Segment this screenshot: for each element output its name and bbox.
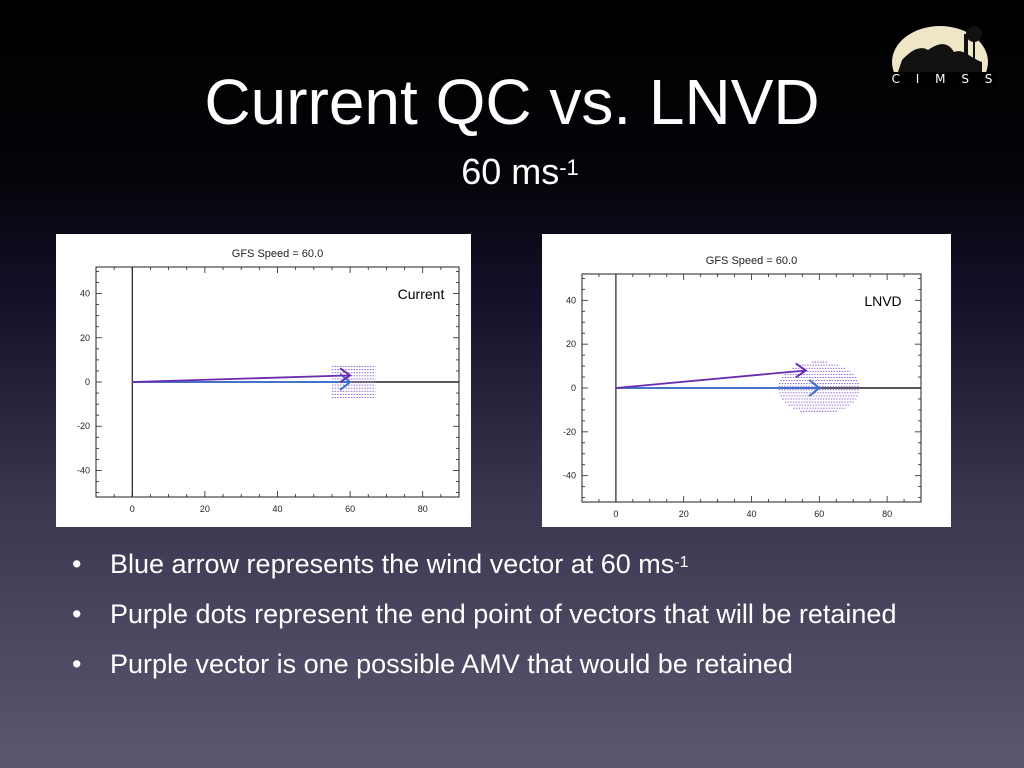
bullet-text: Blue arrow represents the wind vector at…	[110, 549, 675, 579]
y-tick-label: -20	[77, 421, 90, 431]
chart-annotation: LNVD	[864, 293, 901, 309]
subtitle-base: 60 ms	[461, 151, 560, 192]
slide-subtitle: 60 ms-1	[0, 150, 1024, 194]
cimss-logo-icon	[890, 26, 996, 98]
chart-lnvd-svg: 0 20 40 60 80 40 20 0 -20 -40 GFS Speed = 60.0 LNVD	[563, 255, 922, 519]
bullet-marker: •	[72, 599, 82, 629]
y-tick-label: 40	[80, 289, 90, 299]
bullet-exponent: -1	[674, 554, 689, 571]
cimss-logo: C I M S S	[890, 12, 1000, 98]
wind-vector-head	[808, 379, 821, 397]
x-tick-label: 80	[882, 509, 892, 519]
wind-vector-head	[339, 373, 352, 391]
bullet-item-wind-vector: • Blue arrow represents the wind vector …	[72, 546, 972, 583]
x-tick-label: 0	[130, 504, 135, 514]
x-tick-label: 20	[200, 504, 210, 514]
x-tick-label: 80	[418, 504, 428, 514]
chart-title: GFS Speed = 60.0	[232, 248, 323, 260]
x-tick-label: 40	[746, 509, 756, 519]
amv-vector-line	[132, 374, 351, 383]
bullet-item-purple-vector: • Purple vector is one possible AMV that…	[72, 646, 972, 683]
amv-vector-head	[795, 362, 808, 379]
y-tick-label: 0	[85, 377, 90, 387]
x-tick-label: 60	[814, 509, 824, 519]
amv-vector-line	[615, 369, 806, 389]
slide-title: Current QC vs. LNVD	[204, 66, 820, 138]
y-tick-label: -40	[563, 471, 576, 481]
chart-current: 0 20 40 60 80 40 20 0 -20 -40 GFS Speed = 60.0 Curr…	[56, 234, 471, 527]
x-tick-label: 40	[272, 504, 282, 514]
chart-title: GFS Speed = 60.0	[706, 255, 797, 267]
bullet-text: Purple vector is one possible AMV that w…	[110, 649, 793, 679]
chart-annotation: Current	[398, 286, 445, 302]
y-tick-label: 0	[571, 383, 576, 393]
bullet-marker: •	[72, 649, 82, 679]
y-tick-label: 40	[566, 295, 576, 305]
subtitle-exponent: -1	[559, 155, 579, 180]
amv-vector-head	[339, 367, 352, 384]
x-tick-label: 20	[679, 509, 689, 519]
x-tick-label: 0	[613, 509, 618, 519]
chart-current-svg: 0 20 40 60 80 40 20 0 -20 -40 GFS Speed = 60.0 Curr…	[77, 248, 460, 514]
y-tick-label: -40	[77, 465, 90, 475]
y-tick-label: 20	[80, 333, 90, 343]
bullet-item-purple-dots: • Purple dots represent the end point of…	[72, 596, 972, 633]
x-tick-label: 60	[345, 504, 355, 514]
bullet-marker: •	[72, 549, 82, 579]
y-tick-label: 20	[566, 339, 576, 349]
chart-lnvd: 0 20 40 60 80 40 20 0 -20 -40 GFS Speed = 60.0 LNVD	[542, 234, 951, 527]
cimss-logo-text: C I M S S	[891, 72, 999, 86]
y-tick-label: -20	[563, 427, 576, 437]
bullet-list: • Blue arrow represents the wind vector …	[72, 546, 972, 696]
bullet-text: Purple dots represent the end point of v…	[110, 599, 897, 629]
